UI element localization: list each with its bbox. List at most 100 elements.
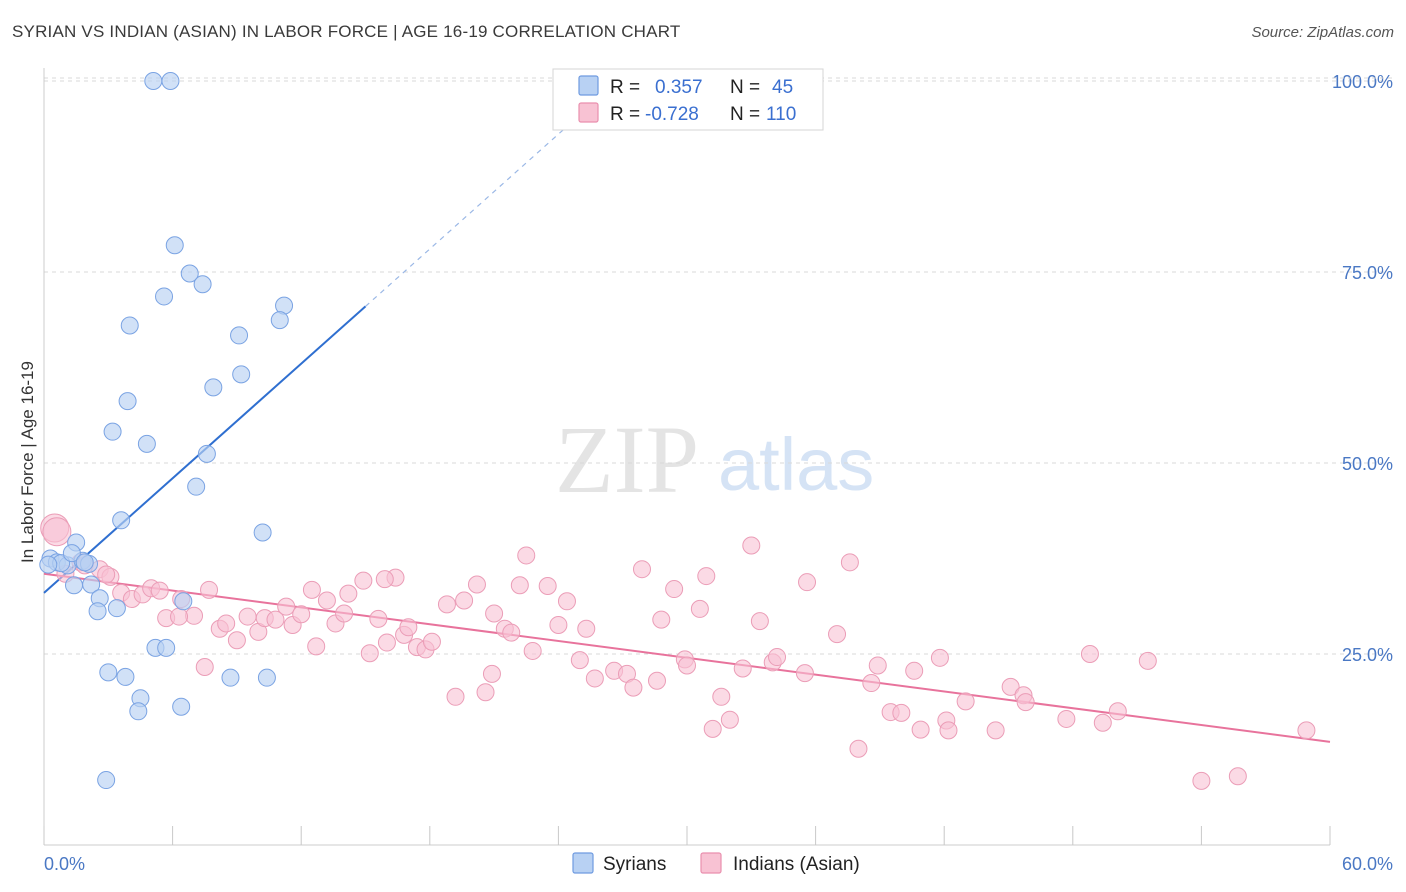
point-indians-19 (238, 607, 257, 626)
point-syrians-36 (99, 663, 118, 682)
correlation-legend: R = 0.357 N = 45 R = -0.728 N = 110 (552, 68, 824, 131)
y-tick-label-25: 25.0% (1342, 645, 1393, 665)
point-indians-69 (703, 719, 722, 738)
point-indians-86 (905, 661, 924, 680)
point-syrians-44 (75, 553, 94, 572)
point-indians-99 (1108, 702, 1127, 721)
point-indians-26 (302, 580, 321, 599)
point-indians-88 (930, 648, 949, 667)
point-indians-105 (97, 565, 116, 584)
point-indians-62 (647, 671, 666, 690)
point-indians-38 (399, 618, 418, 637)
point-syrians-33 (88, 602, 107, 621)
point-indians-47 (482, 664, 501, 683)
point-indians-49 (502, 623, 521, 642)
bottom-legend-swatch-indians (700, 852, 722, 874)
legend-r-label-2: R = (610, 104, 640, 125)
point-indians-27 (307, 637, 326, 656)
point-indians-57 (585, 669, 604, 688)
point-syrians-31 (174, 592, 193, 611)
point-indians-41 (422, 632, 441, 651)
point-indians-108 (510, 576, 529, 595)
data-points (39, 72, 1316, 790)
point-indians-51 (523, 641, 542, 660)
legend-r-label-1: R = (610, 77, 640, 98)
point-syrians-41 (129, 702, 148, 721)
point-indians-18 (227, 631, 246, 650)
axes (43, 68, 1331, 846)
legend-r-value-2: -0.728 (645, 104, 699, 125)
bottom-legend-syrians: Syrians (603, 854, 666, 875)
legend-swatch-syrians (578, 75, 599, 96)
point-syrians-38 (221, 668, 240, 687)
point-syrians-1 (161, 72, 180, 90)
point-syrians-0 (144, 72, 163, 90)
point-syrians-16 (187, 477, 206, 496)
point-indians-68 (697, 567, 716, 586)
point-indians-43 (446, 687, 465, 706)
point-indians-77 (795, 664, 814, 683)
point-indians-42 (437, 595, 456, 614)
point-indians-81 (849, 739, 868, 758)
point-indians-35 (377, 633, 396, 652)
point-syrians-43 (97, 771, 116, 790)
point-indians-56 (577, 619, 596, 638)
point-indians-32 (354, 571, 373, 590)
point-indians-87 (911, 720, 930, 739)
point-indians-107 (375, 570, 394, 589)
point-indians-33 (360, 644, 379, 663)
point-syrians-8 (120, 316, 139, 335)
point-syrians-28 (65, 576, 84, 595)
point-indians-102 (1228, 767, 1247, 786)
point-indians-100 (1138, 651, 1157, 670)
point-syrians-26 (62, 544, 81, 563)
bottom-legend-swatch-syrians (572, 852, 594, 874)
point-indians-50 (517, 546, 536, 565)
y-tick-label-100: 100.0% (1332, 72, 1393, 92)
point-indians-79 (828, 625, 847, 644)
point-indians-25 (292, 605, 311, 624)
point-syrians-32 (107, 599, 126, 618)
point-indians-82 (862, 674, 881, 693)
point-indians-1 (42, 517, 72, 547)
point-syrians-39 (257, 668, 276, 687)
point-syrians-11 (204, 378, 223, 397)
point-syrians-2 (165, 236, 184, 255)
point-indians-28 (317, 591, 336, 610)
point-indians-23 (277, 597, 296, 616)
point-indians-15 (200, 580, 219, 599)
point-syrians-13 (103, 422, 122, 441)
point-indians-14 (195, 657, 214, 676)
point-indians-71 (720, 710, 739, 729)
point-indians-22 (266, 610, 285, 629)
point-indians-80 (840, 553, 859, 572)
x-tick-label-max: 60.0% (1342, 854, 1393, 874)
point-indians-93 (1001, 677, 1020, 696)
trendline-syrians-extension (365, 105, 591, 307)
point-indians-91 (956, 692, 975, 711)
point-indians-44 (455, 591, 474, 610)
point-syrians-14 (137, 434, 156, 453)
point-indians-92 (986, 721, 1005, 740)
point-indians-53 (549, 615, 568, 634)
point-syrians-15 (197, 444, 216, 463)
point-indians-52 (538, 577, 557, 596)
point-indians-109 (485, 604, 504, 623)
y-tick-label-50: 50.0% (1342, 454, 1393, 474)
point-syrians-42 (172, 697, 191, 716)
point-indians-64 (665, 580, 684, 599)
point-syrians-12 (118, 392, 137, 411)
point-syrians-29 (82, 575, 101, 594)
point-syrians-5 (155, 287, 174, 306)
point-indians-90 (939, 721, 958, 740)
legend-r-value-1: 0.357 (655, 77, 703, 98)
point-indians-46 (476, 683, 495, 702)
point-indians-106 (170, 607, 189, 626)
point-indians-60 (624, 678, 643, 697)
point-indians-34 (369, 609, 388, 628)
point-indians-76 (768, 648, 787, 667)
source-label: Source: ZipAtlas.com (1251, 24, 1394, 41)
point-indians-61 (632, 560, 651, 579)
legend-swatch-indians (578, 102, 599, 123)
